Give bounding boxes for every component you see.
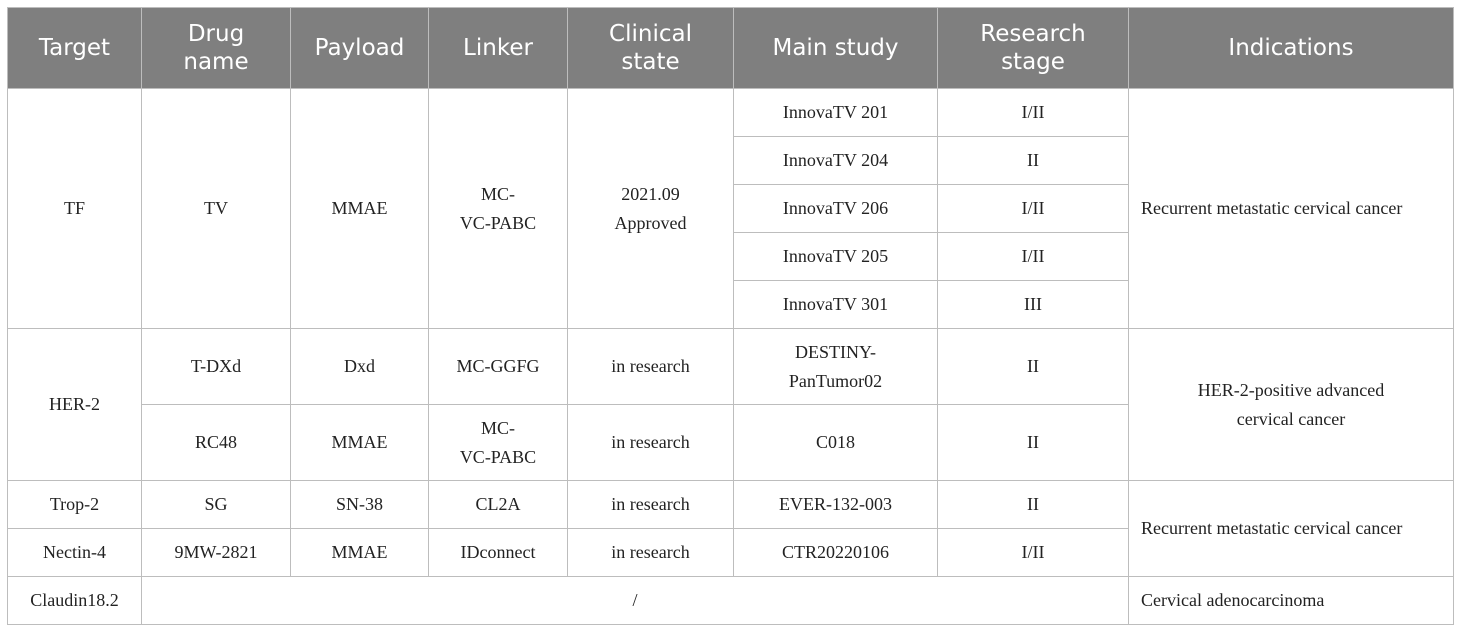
- header-drug-name: Drug name: [141, 7, 291, 89]
- table-row: InnovaTV 205 I/II: [8, 232, 1454, 281]
- cell-study: InnovaTV 204: [733, 136, 938, 185]
- header-row: Target Drug name Payload Linker Clinical s…: [7, 7, 1454, 89]
- cell-clinical-state: in research: [567, 328, 734, 405]
- cell-study: InnovaTV 301: [733, 280, 938, 329]
- cell-target: Nectin-4: [7, 528, 142, 577]
- cell-target: HER-2: [7, 328, 142, 481]
- cell-payload: MMAE: [290, 528, 429, 577]
- cell-stage: II: [937, 404, 1129, 481]
- cell-indication: Cervical adenocarcinoma: [1128, 576, 1454, 625]
- cell-target: Trop-2: [7, 480, 142, 529]
- cell-merged: /: [141, 576, 1129, 625]
- cell-indication: Recurrent metastatic cervical cancer: [1128, 480, 1454, 577]
- cell-payload: Dxd: [290, 328, 429, 405]
- cell-stage: I/II: [937, 528, 1129, 577]
- cell-linker: MC- VC-PABC: [428, 88, 568, 329]
- cell-stage: II: [937, 328, 1129, 405]
- cell-study: DESTINY- PanTumor02: [733, 328, 938, 405]
- cell-study: CTR20220106: [733, 528, 938, 577]
- header-main-study: Main study: [733, 7, 938, 89]
- cell-clinical-state: in research: [567, 404, 734, 481]
- table-row: HER-2 T-DXd Dxd MC-GGFG in research DEST…: [7, 328, 1454, 481]
- cell-target: Claudin18.2: [7, 576, 142, 625]
- cell-linker: IDconnect: [428, 528, 568, 577]
- cell-stage: II: [937, 480, 1129, 529]
- table-row: Nectin-4 9MW-2821 MMAE IDconnect in rese…: [7, 528, 1454, 577]
- cell-stage: I/II: [937, 88, 1129, 137]
- cell-study: InnovaTV 201: [733, 88, 938, 137]
- cell-linker: MC- VC-PABC: [428, 404, 568, 481]
- cell-clinical-state: 2021.09 Approved: [567, 88, 734, 329]
- cell-drug: RC48: [141, 404, 291, 481]
- cell-clinical-state: in research: [567, 528, 734, 577]
- cell-study: InnovaTV 206: [733, 184, 938, 233]
- cell-study: C018: [733, 404, 938, 481]
- cell-indication: HER-2-positive advanced cervical cancer: [1128, 328, 1454, 481]
- cell-target: TF: [7, 88, 142, 329]
- cell-stage: I/II: [937, 184, 1129, 233]
- cell-payload: SN-38: [290, 480, 429, 529]
- header-payload: Payload: [290, 7, 429, 89]
- cell-drug: T-DXd: [141, 328, 291, 405]
- cell-payload: MMAE: [290, 88, 429, 329]
- adc-table: Target Drug name Payload Linker Clinical s…: [7, 7, 1454, 625]
- header-target: Target: [7, 7, 142, 89]
- cell-study: EVER-132-003: [733, 480, 938, 529]
- cell-study: InnovaTV 205: [733, 232, 938, 281]
- cell-stage: III: [937, 280, 1129, 329]
- header-research-stage: Research stage: [937, 7, 1129, 89]
- cell-linker: CL2A: [428, 480, 568, 529]
- cell-payload: MMAE: [290, 404, 429, 481]
- table-row: InnovaTV 301 III: [8, 280, 1454, 329]
- cell-stage: II: [937, 136, 1129, 185]
- table-row: InnovaTV 206 I/II: [8, 184, 1454, 233]
- header-clinical-state: Clinical state: [567, 7, 734, 89]
- header-indications: Indications: [1128, 7, 1454, 89]
- header-linker: Linker: [428, 7, 568, 89]
- cell-drug: SG: [141, 480, 291, 529]
- table-row: TF TV MMAE MC- VC-PABC 2021.09 Approved In…: [7, 88, 1454, 329]
- cell-clinical-state: in research: [567, 480, 734, 529]
- table-row: InnovaTV 204 II: [8, 136, 1454, 185]
- cell-drug: TV: [141, 88, 291, 329]
- table-row: Claudin18.2 / Cervical adenocarcinoma: [7, 576, 1454, 625]
- cell-linker: MC-GGFG: [428, 328, 568, 405]
- cell-indication: Recurrent metastatic cervical cancer: [1128, 88, 1454, 329]
- table-row: Trop-2 SG SN-38 CL2A in research EVER-13…: [7, 480, 1454, 577]
- cell-drug: 9MW-2821: [141, 528, 291, 577]
- cell-stage: I/II: [937, 232, 1129, 281]
